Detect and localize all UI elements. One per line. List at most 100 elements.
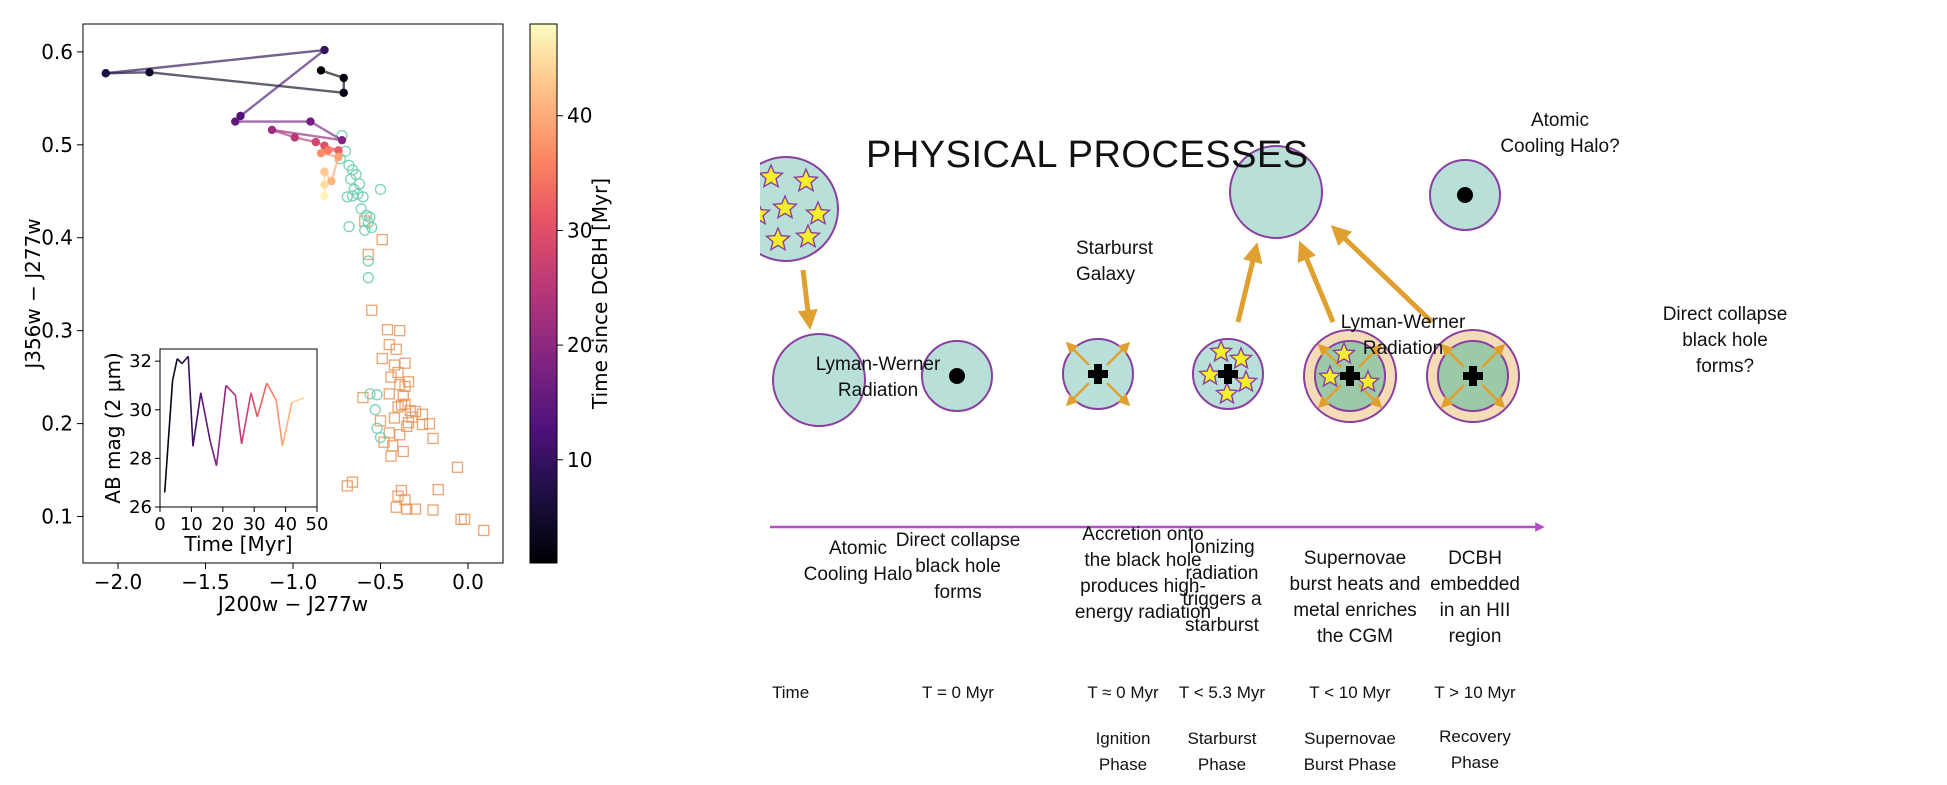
inset-line-segment — [281, 402, 293, 447]
star-icon — [794, 223, 822, 249]
y-tick-label: 0.6 — [41, 40, 73, 64]
black-hole-icon — [1457, 187, 1473, 203]
starburst-galaxy-label: Starburst Galaxy — [1076, 238, 1154, 285]
track-point — [101, 69, 110, 78]
lyman-werner-arrow — [797, 269, 818, 330]
inset-line-segment — [250, 392, 259, 418]
star-icon — [792, 167, 820, 193]
open-square-point — [458, 513, 471, 525]
time-label: T < 5.3 Myr — [1178, 683, 1266, 702]
star-icon — [1208, 339, 1234, 363]
open-square-point — [394, 325, 406, 337]
x-tick-label: −2.0 — [94, 570, 143, 594]
star-icon — [1228, 346, 1254, 370]
track-point — [320, 45, 329, 55]
inset-y-tick-label: 28 — [129, 448, 152, 469]
stage-caption: Supernovae burst heats and metal enriche… — [1289, 548, 1421, 647]
stage-caption: Accretion onto the black hole produces h… — [1074, 524, 1212, 623]
track-segment — [309, 120, 343, 142]
open-square-point — [366, 304, 378, 316]
inset-frame — [159, 348, 318, 508]
open-square-point — [341, 480, 353, 492]
open-square-point — [397, 390, 409, 402]
open-square-point — [401, 420, 413, 433]
inset-line-segment — [256, 382, 268, 418]
atomic-cooling-halo-question-label: Atomic Cooling Halo? — [1500, 110, 1620, 157]
open-circle-point — [345, 173, 357, 185]
track-point — [339, 88, 348, 97]
inset-line-segment — [192, 392, 202, 447]
open-circle-point — [341, 191, 353, 203]
time-label: Time — [772, 683, 810, 702]
open-square-point — [376, 233, 388, 246]
phase-label: Supernovae Burst Phase — [1303, 729, 1397, 774]
open-square-point — [376, 352, 388, 365]
inset-x-tick-label: 0 — [154, 514, 165, 535]
inset-line-segment — [225, 384, 236, 396]
track-segment — [105, 48, 325, 75]
stage-caption: DCBH embedded in an HII region — [1430, 548, 1520, 647]
open-square-point — [451, 461, 464, 473]
radiation-arrow — [1440, 384, 1465, 409]
inset-line-segment — [266, 382, 277, 401]
open-square-point — [392, 490, 404, 502]
open-circle-point — [364, 388, 376, 400]
open-square-point — [388, 412, 401, 424]
inset-line-segment — [209, 441, 218, 466]
open-square-point — [478, 524, 490, 537]
inset-line-segment — [181, 355, 189, 365]
diagram-graphics — [760, 145, 1545, 532]
atomic-cooling-halo-candidate — [1229, 145, 1323, 239]
star-icon — [1233, 369, 1259, 393]
inset-line-segment — [187, 356, 194, 447]
star-icon — [1197, 362, 1223, 386]
track-point — [320, 191, 329, 201]
track-point — [236, 111, 245, 121]
inset-x-tick-label: 10 — [180, 514, 203, 535]
inset-line-segment — [176, 358, 183, 365]
inset-line-segment — [234, 395, 243, 444]
open-square-point — [399, 357, 411, 369]
time-label: T < 10 Myr — [1309, 683, 1391, 702]
inset-x-tick-label: 50 — [306, 514, 329, 535]
track-point — [145, 68, 154, 77]
open-square-point — [374, 415, 387, 427]
open-square-point — [383, 388, 395, 400]
stage-caption: Atomic Cooling Halo — [803, 538, 913, 585]
open-circle-point — [346, 190, 359, 202]
physical-processes-diagram: PHYSICAL PROCESSES Starburst Galaxy Lyma… — [760, 0, 1947, 785]
track-point — [339, 73, 348, 83]
open-circle-point — [359, 224, 371, 236]
x-tick-label: −1.0 — [269, 570, 318, 594]
track-segment — [271, 128, 343, 142]
track-point — [231, 117, 240, 126]
y-tick-label: 0.5 — [41, 133, 73, 157]
accreting-black-hole-icon — [1218, 364, 1238, 384]
open-circle-point — [364, 211, 376, 223]
open-square-point — [432, 483, 444, 496]
track-point — [337, 135, 347, 145]
lyman-werner-label-left: Lyman-Werner Radiation — [815, 354, 941, 401]
y-tick-label: 0.3 — [41, 319, 73, 343]
open-square-point — [399, 380, 411, 393]
track-point — [320, 180, 329, 189]
open-square-point — [394, 429, 406, 441]
star-icon — [760, 163, 785, 189]
stage-caption: Ionizing radiation triggers a starburst — [1182, 537, 1262, 636]
time-label: T > 10 Myr — [1434, 683, 1516, 702]
open-circle-point — [371, 389, 383, 401]
accreting-black-hole-icon — [1463, 366, 1483, 386]
radiation-arrow — [1065, 341, 1090, 366]
open-circle-point — [374, 183, 387, 196]
open-circle-point — [369, 404, 381, 416]
track-point — [267, 125, 277, 135]
inset-x-tick-label: 40 — [274, 514, 297, 535]
open-square-point — [427, 432, 439, 445]
inset-line-segment — [200, 392, 212, 442]
colorbar — [529, 23, 558, 564]
y-tick-label: 0.1 — [41, 505, 73, 529]
y-tick-label: 0.2 — [41, 412, 73, 436]
track-point — [316, 148, 326, 158]
diagram-title: PHYSICAL PROCESSES — [866, 134, 1309, 176]
open-square-point — [362, 248, 374, 261]
